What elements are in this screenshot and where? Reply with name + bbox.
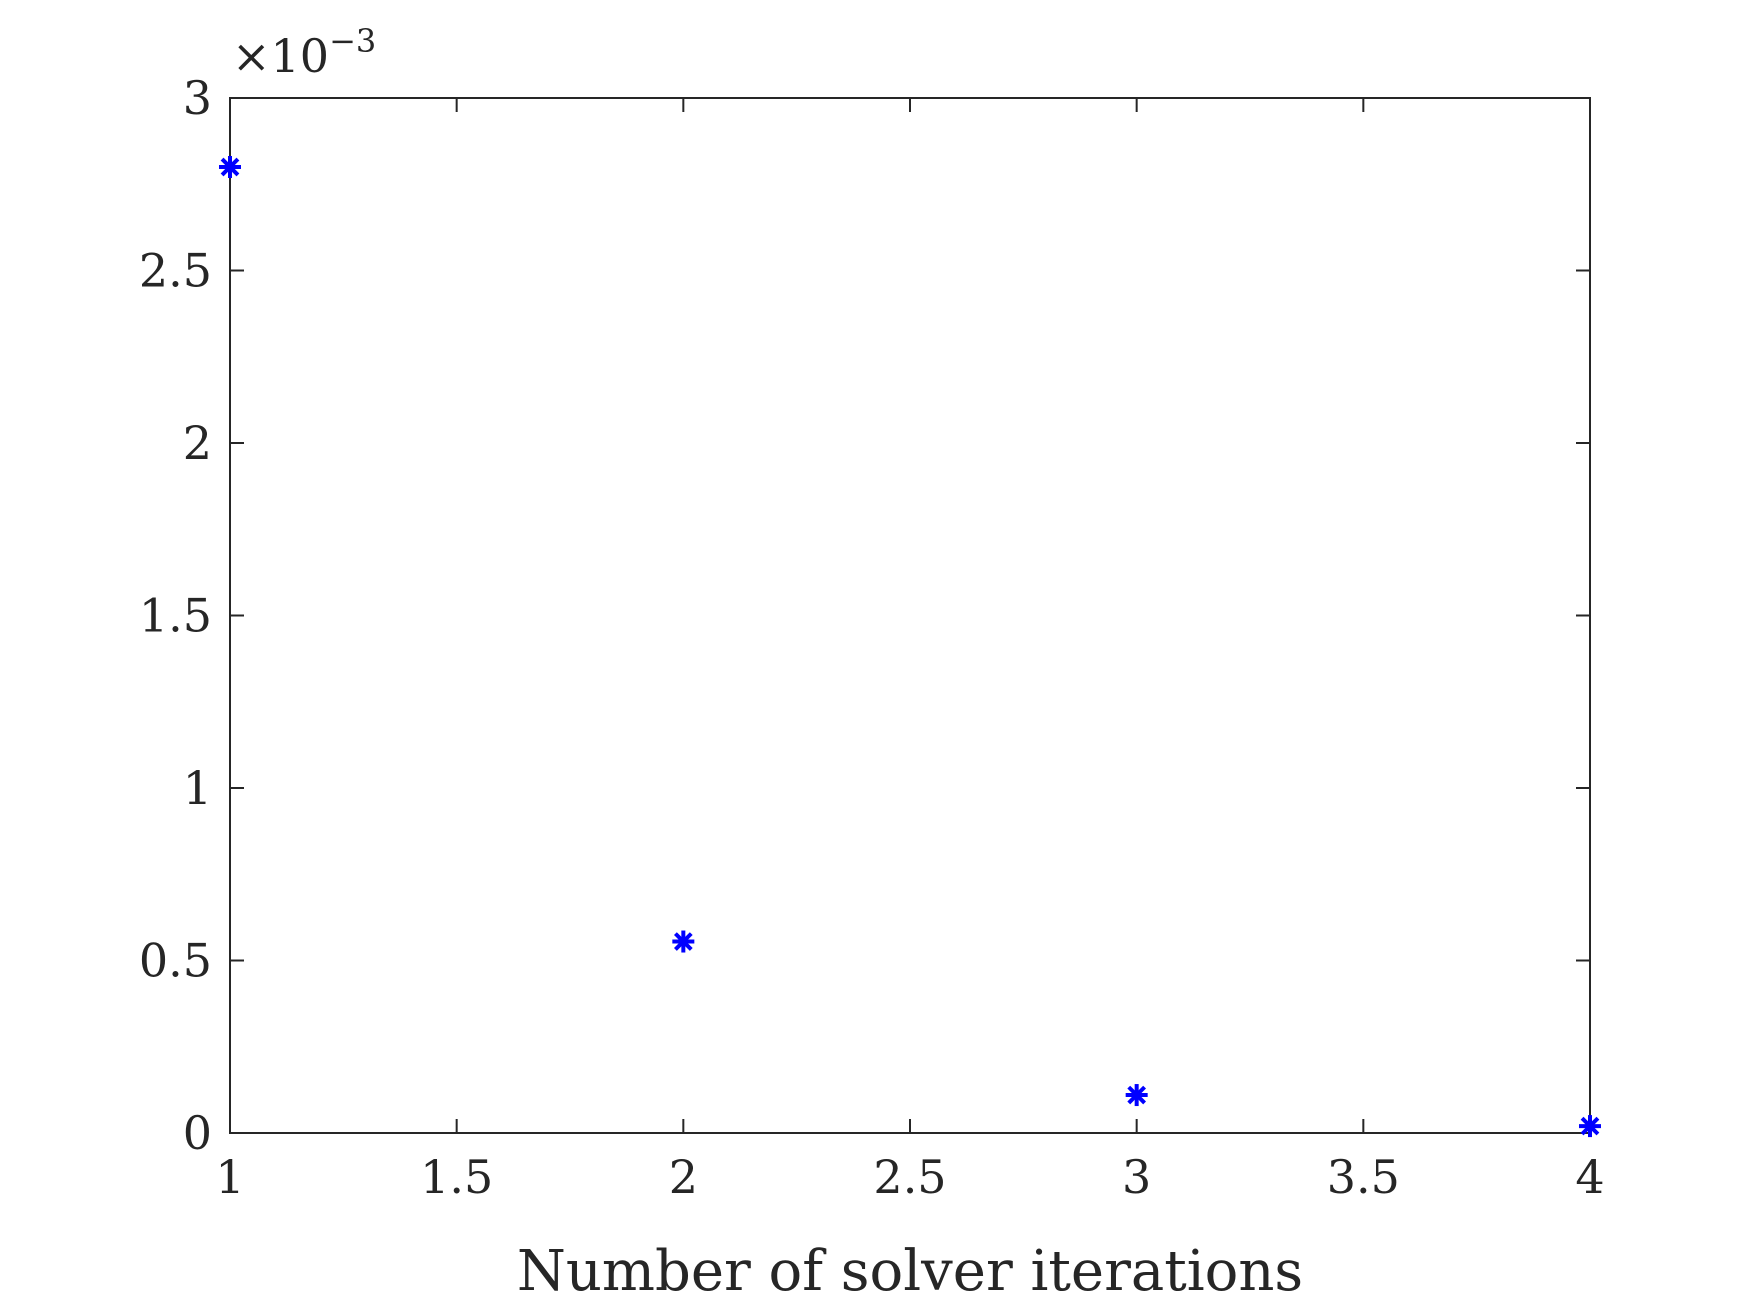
y-tick-label: 2.5 [139,244,212,298]
data-markers [219,156,1601,1138]
x-axis-label: Number of solver iterations [517,1239,1303,1304]
data-point-marker [672,930,695,953]
x-tick-label: 2 [669,1150,698,1204]
y-tick-label: 1.5 [139,589,212,643]
y-tick-labels: 0 0.5 1 1.5 2 2.5 3 [139,71,212,1160]
x-tick-label: 1 [215,1150,244,1204]
y-tick-label: 3 [183,71,212,125]
y-tick-label: 1 [183,761,212,815]
x-tick-label: 1.5 [420,1150,493,1204]
x-tick-label: 4 [1575,1150,1604,1204]
plot-frame [229,97,1591,1134]
x-tick-label: 2.5 [873,1150,946,1204]
data-point-marker [1125,1084,1148,1107]
y-tick-label: 0.5 [139,934,212,988]
data-point-marker [219,156,241,178]
y-exponent-label: ×10−3 [232,22,376,83]
x-tick-label: 3.5 [1327,1150,1400,1204]
x-tick-labels: 1 1.5 2 2.5 3 3.5 4 [215,1150,1604,1204]
axis-ticks [229,97,1591,1134]
y-tick-label: 2 [183,416,212,470]
y-tick-label: 0 [183,1106,212,1160]
y-exponent-base: ×10 [232,29,329,83]
y-exponent-power: −3 [329,22,376,60]
x-tick-label: 3 [1122,1150,1151,1204]
data-point-marker [1579,1115,1601,1138]
